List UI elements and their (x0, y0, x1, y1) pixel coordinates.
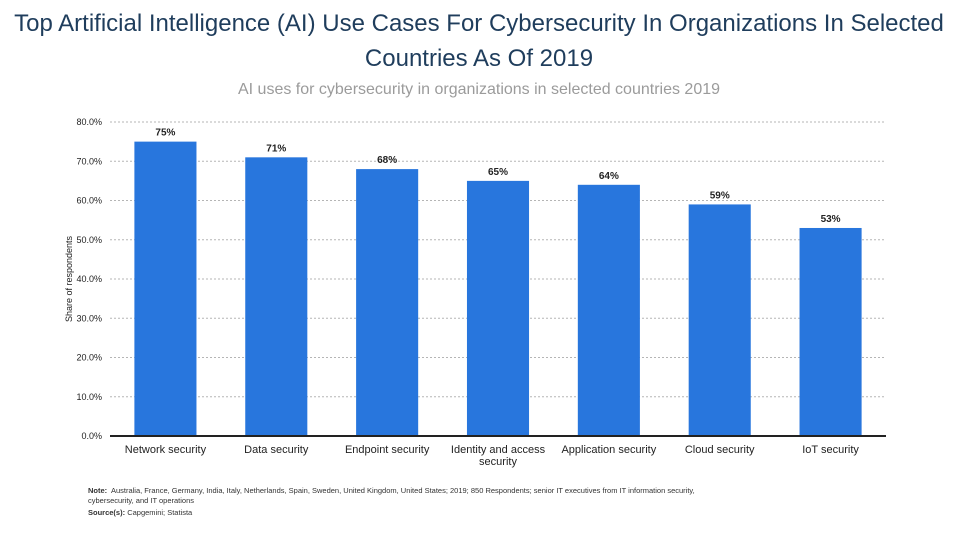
data-label: 59% (710, 190, 730, 201)
bar (577, 184, 640, 436)
footer-source: Source(s): Capgemini; Statista (88, 508, 192, 517)
x-tick-label: Data security (244, 444, 309, 456)
x-tick-label: IoT security (802, 444, 859, 456)
y-tick-label: 10.0% (76, 392, 102, 402)
bar (688, 204, 751, 436)
source-label: Source(s): (88, 508, 126, 517)
x-tick-label: Application security (561, 444, 656, 456)
data-label: 68% (377, 155, 397, 166)
note-label: Note: (88, 486, 108, 495)
y-tick-label: 0.0% (81, 431, 102, 441)
bar-chart: 0.0% 10.0% 20.0% 30.0% 40.0% 50.0% 60.0% 70.0% 8… (64, 117, 886, 468)
data-label: 71% (266, 143, 286, 154)
y-tick-label: 70.0% (76, 156, 102, 166)
y-tick-label: 30.0% (76, 313, 102, 323)
y-tick-label: 40.0% (76, 274, 102, 284)
bar (466, 180, 530, 436)
chart-subtitle: AI uses for cybersecurity in organizatio… (237, 81, 721, 98)
x-tick-label: Cloud security (685, 444, 755, 456)
y-tick-label: 20.0% (76, 353, 102, 363)
source-text: Capgemini; Statista (127, 508, 193, 517)
bar (134, 141, 197, 436)
data-label: 64% (599, 171, 619, 182)
bar (799, 227, 862, 436)
data-label: 53% (821, 214, 841, 225)
data-label: 75% (155, 128, 175, 139)
data-label: 65% (488, 167, 508, 178)
y-tick-label: 50.0% (76, 235, 102, 245)
bar (245, 157, 308, 436)
x-tick-label: Identity and access security (451, 444, 546, 468)
y-tick-label: 60.0% (76, 196, 102, 206)
y-tick-label: 80.0% (76, 117, 102, 127)
note-text: Australia, France, Germany, India, Italy… (88, 486, 695, 505)
bar (356, 169, 419, 436)
chart-title: Top Artificial Intelligence (AI) Use Cas… (14, 10, 944, 72)
y-axis-label: Share of respondents (64, 235, 74, 322)
x-tick-label: Network security (125, 444, 207, 456)
x-tick-label: Endpoint security (345, 444, 430, 456)
footer-note: Note: Australia, France, Germany, India,… (88, 486, 728, 506)
